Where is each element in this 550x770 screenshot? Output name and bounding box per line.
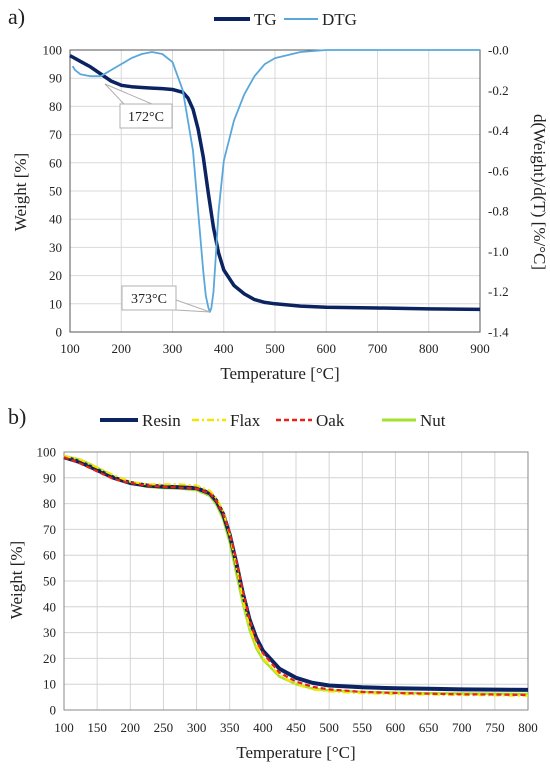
panel-b-y-tick-0: 0: [50, 703, 57, 718]
panel-a-y-tick-4: 40: [49, 212, 62, 227]
panel-b-series: [63, 454, 529, 697]
panel-a-y-tick-0: 0: [56, 325, 63, 340]
panel-b-y-tick-10: 100: [37, 445, 57, 460]
panel-b-y-label: Weight [%]: [7, 541, 26, 619]
panel-a-series: [69, 49, 481, 313]
series-tg-line: [69, 54, 481, 312]
panel-a-y-right-tick-6: -0.2: [488, 83, 509, 98]
panel-a-y-right-tick-4: -0.6: [488, 163, 509, 178]
panel-a-y-tick-8: 80: [49, 99, 62, 114]
panel-a-y-right-tick-2: -1.0: [488, 244, 509, 259]
panel-a-x-tick-3: 400: [214, 341, 234, 356]
panel-a-x-tick-5: 600: [317, 341, 337, 356]
panel-a-y-right-tick-3: -0.8: [488, 204, 509, 219]
panel-b-y-tick-4: 40: [43, 599, 56, 614]
panel-a-frame: [69, 49, 481, 333]
annotation-172-box: [119, 103, 173, 129]
panel-a-y-right-tick-7: -0.0: [488, 43, 509, 58]
panel-a-x-tick-0: 100: [60, 341, 80, 356]
panel-b-y-tick-2: 20: [43, 651, 56, 666]
panel-b-y-tick-6: 60: [43, 548, 56, 563]
panel-b-x-label: Temperature [°C]: [236, 743, 355, 762]
panel-b-y-tick-3: 30: [43, 625, 56, 640]
panel-a-x-ticks: 100 200 300 400 500 600 700 800 900: [60, 341, 490, 356]
panel-b-x-ticks: 100 150 200 250 300 350 400 450 500 550 600 650 700 7…: [54, 720, 538, 735]
panel-b-y-tick-8: 80: [43, 496, 56, 511]
series-oak-line: [63, 456, 529, 697]
panel-a-x-tick-8: 900: [470, 341, 490, 356]
panel-a-label: a): [8, 4, 25, 29]
series-flax-line: [63, 454, 529, 697]
panel-b: b) Resin Flax Oak Nut 100 150 200 250 300 350…: [7, 404, 538, 762]
panel-b-x-tick-2: 200: [121, 720, 141, 735]
panel-a-y-tick-2: 20: [49, 268, 62, 283]
panel-a-y-tick-5: 50: [49, 184, 62, 199]
panel-b-y-tick-9: 90: [43, 470, 56, 485]
panel-b-x-tick-4: 300: [187, 720, 207, 735]
series-dtg-line: [71, 49, 480, 313]
panel-b-y-tick-1: 10: [43, 677, 56, 692]
panel-a-x-tick-7: 800: [419, 341, 439, 356]
panel-b-label: b): [8, 404, 26, 429]
panel-a-x-tick-4: 500: [265, 341, 285, 356]
panel-b-x-tick-6: 400: [253, 720, 273, 735]
panel-a-grid: [69, 49, 481, 333]
legend-flax-label: Flax: [230, 411, 261, 430]
panel-a-x-label: Temperature [°C]: [220, 364, 339, 383]
panel-b-x-tick-8: 500: [319, 720, 339, 735]
panel-b-x-tick-10: 600: [386, 720, 406, 735]
panel-b-x-tick-9: 550: [353, 720, 373, 735]
panel-a-y-label: Weight [%]: [11, 153, 30, 231]
panel-b-grid: [63, 451, 529, 711]
panel-a: a) TG DTG 100 200 300 400 500 600 700 800 900 01…: [8, 4, 549, 383]
panel-b-x-tick-14: 800: [518, 720, 538, 735]
legend-nut-label: Nut: [420, 411, 446, 430]
panel-b-x-tick-1: 150: [87, 720, 107, 735]
panel-a-x-tick-6: 700: [368, 341, 388, 356]
panel-a-y-tick-10: 100: [43, 43, 63, 58]
panel-a-y-right-tick-5: -0.4: [488, 123, 509, 138]
panel-a-y-right-tick-1: -1.2: [488, 284, 509, 299]
panel-a-x-tick-2: 300: [163, 341, 183, 356]
legend-tg-label: TG: [254, 10, 277, 29]
panel-b-x-tick-3: 250: [154, 720, 174, 735]
panel-b-y-ticks: 0 10 20 30 40 50 60 70 80 90 100: [37, 445, 57, 718]
panel-a-y-right-ticks: -1.4 -1.2 -1.0 -0.8 -0.6 -0.4 -0.2 -0.0: [488, 43, 509, 340]
panel-b-x-tick-13: 750: [485, 720, 505, 735]
panel-a-legend: TG DTG: [214, 10, 357, 29]
panel-b-x-tick-11: 650: [419, 720, 439, 735]
panel-b-y-tick-5: 50: [43, 574, 56, 589]
panel-a-y-right-label: d(Weight)/d(T) [%/°C]: [530, 114, 549, 270]
annotation-172: 172°C: [104, 83, 173, 129]
panel-a-y-ticks: 0 10 20 30 40 50 60 70 80 90 100: [43, 43, 63, 340]
panel-b-legend: Resin Flax Oak Nut: [100, 411, 446, 430]
annotation-373-box: [121, 285, 177, 311]
panel-a-y-tick-7: 70: [49, 127, 62, 142]
panel-a-y-right-tick-0: -1.4: [488, 325, 509, 340]
panel-a-y-tick-3: 30: [49, 240, 62, 255]
annotation-172-text: 172°C: [128, 110, 164, 125]
panel-a-y-tick-9: 90: [49, 71, 62, 86]
panel-a-y-tick-6: 60: [49, 155, 62, 170]
annotation-373-text: 373°C: [131, 292, 167, 307]
annotation-373-pointer: [175, 299, 211, 313]
panel-b-x-tick-7: 450: [286, 720, 306, 735]
legend-dtg-label: DTG: [322, 10, 357, 29]
panel-b-y-tick-7: 70: [43, 522, 56, 537]
panel-b-x-tick-5: 350: [220, 720, 240, 735]
panel-b-x-tick-12: 700: [452, 720, 472, 735]
legend-oak-label: Oak: [316, 411, 345, 430]
panel-b-frame: [63, 451, 529, 711]
annotation-373: 373°C: [121, 285, 211, 313]
panel-a-y-tick-1: 10: [49, 296, 62, 311]
legend-resin-label: Resin: [142, 411, 181, 430]
panel-b-x-tick-0: 100: [54, 720, 74, 735]
panel-a-x-tick-1: 200: [112, 341, 132, 356]
